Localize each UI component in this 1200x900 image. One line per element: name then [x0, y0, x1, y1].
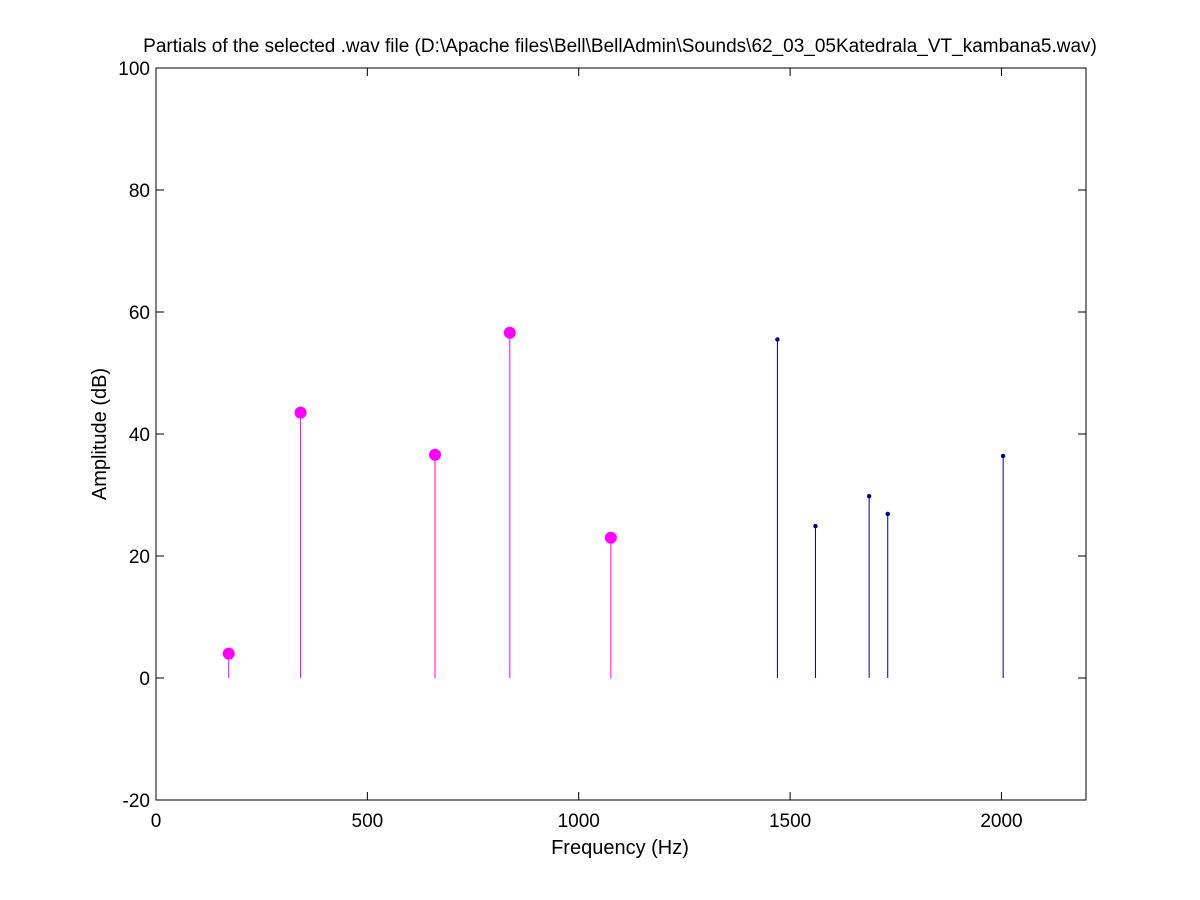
y-tick-label: 0 [139, 669, 150, 690]
series-2 [775, 337, 1006, 678]
series-1 [222, 326, 617, 678]
stem-marker [1000, 453, 1006, 459]
y-tick-label: 20 [129, 547, 150, 568]
stem-marker [813, 523, 818, 529]
y-tick-label: 40 [129, 425, 150, 446]
y-tick-label: 100 [118, 59, 150, 80]
x-tick-label: 1000 [558, 811, 600, 832]
stem-marker [503, 326, 516, 339]
stem-marker [294, 406, 307, 419]
stem-marker [604, 531, 617, 544]
x-tick-label: 1500 [769, 811, 811, 832]
y-tick-label: 80 [129, 181, 150, 202]
stem-marker [866, 493, 872, 499]
stems-layer [222, 326, 1006, 678]
y-axis-label: Amplitude (dB) [89, 368, 111, 500]
stem-marker [429, 448, 441, 461]
x-tick-label: 500 [352, 811, 384, 832]
y-tick-label: -20 [123, 791, 150, 812]
y-tick-label: 60 [129, 303, 150, 324]
x-axis-label: Frequency (Hz) [551, 837, 689, 859]
stem-marker [775, 337, 780, 342]
x-tick-label: 0 [151, 811, 162, 832]
chart-title: Partials of the selected .wav file (D:\A… [143, 36, 1097, 57]
x-tick-label: 2000 [980, 811, 1022, 832]
stem-marker [222, 647, 235, 660]
stem-marker [885, 511, 890, 517]
